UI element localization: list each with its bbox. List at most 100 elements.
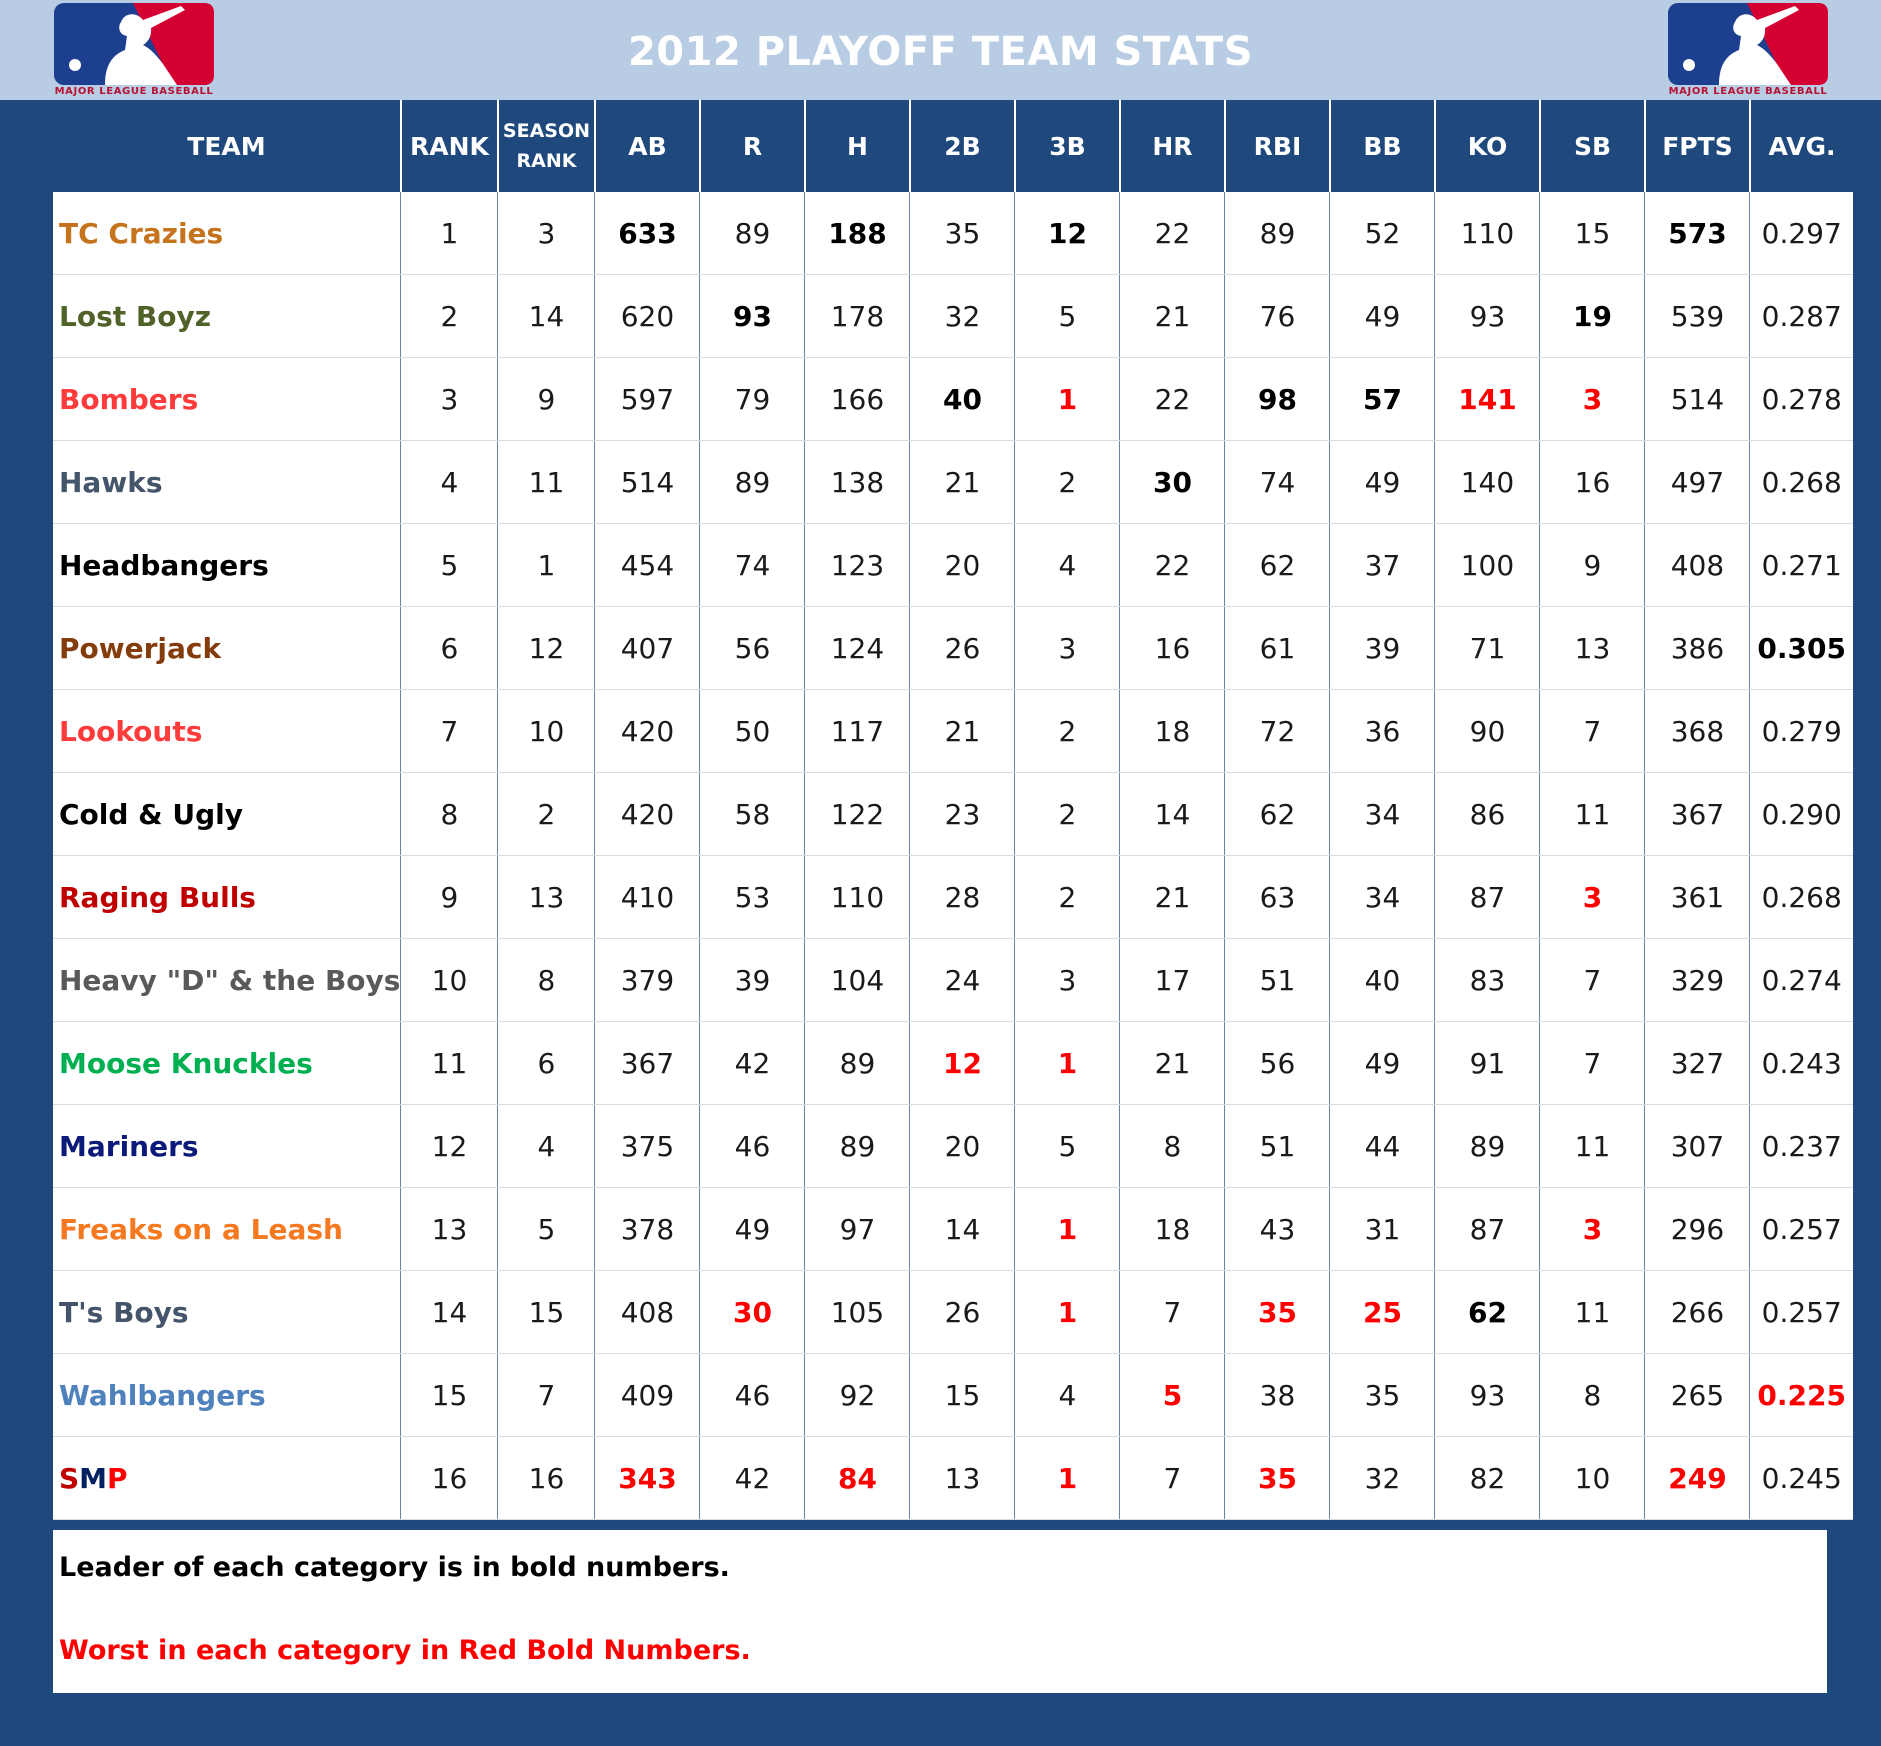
team-name: Powerjack [53, 606, 401, 690]
stat-cell: 141 [1434, 357, 1540, 441]
mlb-logo-left: MAJOR LEAGUE BASEBALL [53, 2, 215, 98]
stat-cell: 39 [699, 938, 805, 1022]
stat-cell: 361 [1644, 855, 1750, 939]
stat-cell: 265 [1644, 1353, 1750, 1437]
stat-cell: 72 [1224, 689, 1330, 773]
stat-cell: 379 [594, 938, 700, 1022]
stat-cell: 40 [909, 357, 1015, 441]
stat-cell: 93 [1434, 1353, 1540, 1437]
stat-cell: 21 [1119, 1021, 1225, 1105]
stats-body: TC Crazies 1 3 633 89 188 35 12 22 89 52 110 15 573 0.… [53, 192, 1853, 1520]
stat-cell: 32 [909, 274, 1015, 358]
stat-cell: 93 [699, 274, 805, 358]
table-row: SMP 16 16 343 42 84 13 1 7 35 32 82 10 249 0.245 [53, 1436, 1853, 1520]
header-band: MAJOR LEAGUE BASEBALL 2012 PLAYOFF TEAM … [0, 0, 1881, 100]
col-header-3b: 3B [1013, 100, 1120, 192]
stat-cell: 22 [1119, 357, 1225, 441]
stat-cell: 21 [909, 689, 1015, 773]
stat-cell: 4 [497, 1104, 595, 1188]
stat-cell: 1 [1014, 1187, 1120, 1271]
stat-cell: 296 [1644, 1187, 1750, 1271]
stat-cell: 10 [1539, 1436, 1645, 1520]
col-header-season-rank: SEASON RANK [496, 100, 595, 192]
stat-cell: 30 [699, 1270, 805, 1354]
stat-cell: 91 [1434, 1021, 1540, 1105]
stat-cell: 5 [497, 1187, 595, 1271]
table-row: Raging Bulls 9 13 410 53 110 28 2 21 63 34 87 3 361 0.… [53, 855, 1853, 939]
stat-cell: 0.243 [1749, 1021, 1853, 1105]
stat-cell: 4 [1014, 523, 1120, 607]
stat-cell: 0.274 [1749, 938, 1853, 1022]
stat-cell: 63 [1224, 855, 1330, 939]
table-row: Moose Knuckles 11 6 367 42 89 12 1 21 56 49 91 7 327 0… [53, 1021, 1853, 1105]
stat-cell: 62 [1434, 1270, 1540, 1354]
stat-cell: 11 [1539, 1270, 1645, 1354]
stat-cell: 79 [699, 357, 805, 441]
stat-cell: 74 [1224, 440, 1330, 524]
stat-cell: 367 [1644, 772, 1750, 856]
col-header-hr: HR [1118, 100, 1225, 192]
mlb-logo-text: MAJOR LEAGUE BASEBALL [1668, 86, 1828, 97]
stat-cell: 34 [1329, 772, 1435, 856]
team-name: SMP [53, 1436, 401, 1520]
stat-cell: 13 [497, 855, 595, 939]
stat-cell: 7 [1119, 1436, 1225, 1520]
stat-cell: 98 [1224, 357, 1330, 441]
stat-cell: 514 [594, 440, 700, 524]
stat-cell: 12 [400, 1104, 498, 1188]
stat-cell: 178 [804, 274, 910, 358]
stat-cell: 89 [804, 1021, 910, 1105]
team-name: TC Crazies [53, 192, 401, 275]
stat-cell: 16 [1119, 606, 1225, 690]
stat-cell: 1 [1014, 1021, 1120, 1105]
stat-cell: 124 [804, 606, 910, 690]
stat-cell: 31 [1329, 1187, 1435, 1271]
stat-cell: 16 [400, 1436, 498, 1520]
team-name: Lookouts [53, 689, 401, 773]
stat-cell: 82 [1434, 1436, 1540, 1520]
team-name: Moose Knuckles [53, 1021, 401, 1105]
legend-box: Leader of each category is in bold numbe… [53, 1530, 1827, 1693]
stat-cell: 6 [497, 1021, 595, 1105]
stat-cell: 37 [1329, 523, 1435, 607]
stat-cell: 89 [699, 192, 805, 275]
col-header-sb: SB [1538, 100, 1645, 192]
table-row: Wahlbangers 15 7 409 46 92 15 4 5 38 35 93 8 265 0.225 [53, 1353, 1853, 1437]
stat-cell: 0.245 [1749, 1436, 1853, 1520]
table-row: Hawks 4 11 514 89 138 21 2 30 74 49 140 16 497 0.268 [53, 440, 1853, 524]
table-row: T's Boys 14 15 408 30 105 26 1 7 35 25 62 11 266 0.257 [53, 1270, 1853, 1354]
stat-cell: 40 [1329, 938, 1435, 1022]
stat-cell: 0.257 [1749, 1270, 1853, 1354]
stat-cell: 0.290 [1749, 772, 1853, 856]
stat-cell: 1 [1014, 357, 1120, 441]
stat-cell: 83 [1434, 938, 1540, 1022]
stat-cell: 20 [909, 523, 1015, 607]
stat-cell: 123 [804, 523, 910, 607]
header-row: TEAM RANK SEASON RANK AB R H 2B 3B HR RBI… [53, 100, 1853, 192]
stat-cell: 11 [1539, 1104, 1645, 1188]
stat-cell: 46 [699, 1104, 805, 1188]
stat-cell: 620 [594, 274, 700, 358]
stat-cell: 7 [1539, 938, 1645, 1022]
stat-cell: 7 [1119, 1270, 1225, 1354]
stat-cell: 7 [497, 1353, 595, 1437]
stat-cell: 573 [1644, 192, 1750, 275]
table-row: Powerjack 6 12 407 56 124 26 3 16 61 39 71 13 386 0.30… [53, 606, 1853, 690]
stat-cell: 26 [909, 1270, 1015, 1354]
stat-cell: 378 [594, 1187, 700, 1271]
stat-cell: 407 [594, 606, 700, 690]
table-row: Lookouts 7 10 420 50 117 21 2 18 72 36 90 7 368 0.279 [53, 689, 1853, 773]
stat-cell: 0.237 [1749, 1104, 1853, 1188]
stat-cell: 0.268 [1749, 855, 1853, 939]
stat-cell: 0.287 [1749, 274, 1853, 358]
team-name: Wahlbangers [53, 1353, 401, 1437]
stat-cell: 0.297 [1749, 192, 1853, 275]
stat-cell: 11 [497, 440, 595, 524]
table-row: Mariners 12 4 375 46 89 20 5 8 51 44 89 11 307 0.237 [53, 1104, 1853, 1188]
stat-cell: 3 [1539, 1187, 1645, 1271]
stat-cell: 3 [1014, 938, 1120, 1022]
stat-cell: 18 [1119, 1187, 1225, 1271]
stat-cell: 122 [804, 772, 910, 856]
stat-cell: 110 [804, 855, 910, 939]
stat-cell: 61 [1224, 606, 1330, 690]
